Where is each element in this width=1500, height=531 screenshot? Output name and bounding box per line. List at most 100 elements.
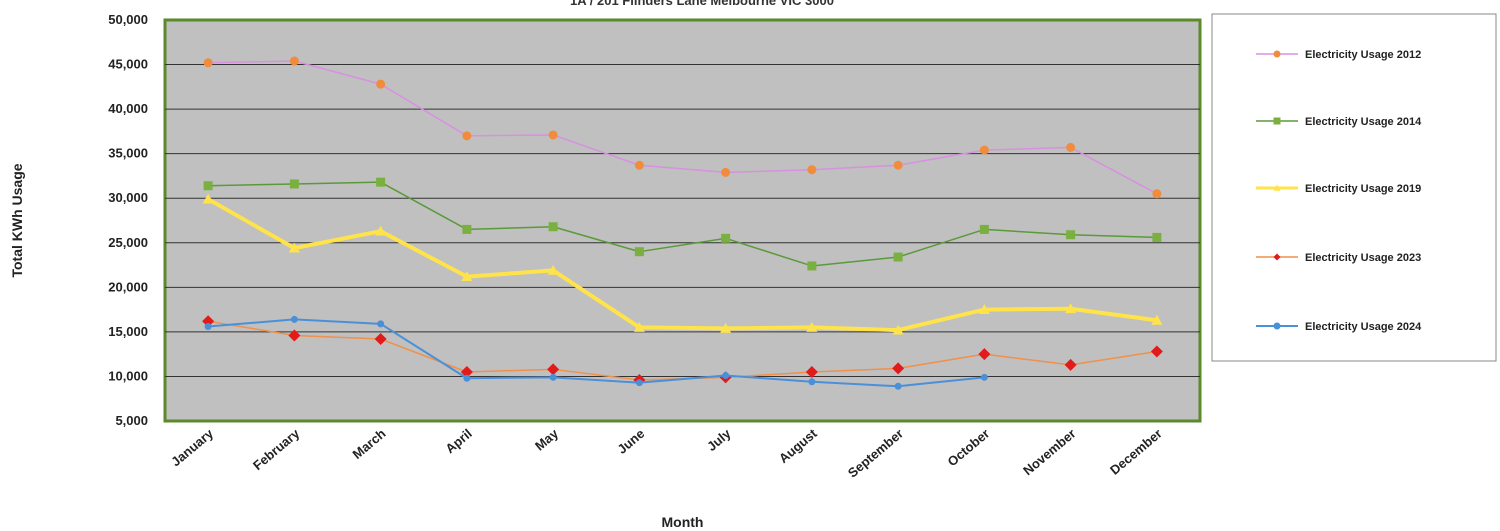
x-tick-label: September (845, 426, 906, 481)
legend-marker (1273, 50, 1281, 58)
data-point (290, 315, 298, 323)
x-tick-label: November (1020, 426, 1078, 478)
series-line (208, 318, 985, 388)
series-0 (203, 56, 1162, 199)
data-point (807, 165, 817, 175)
y-axis-label: Total KWh Usage (9, 163, 25, 277)
x-tick-label: April (442, 426, 474, 457)
legend-label: Electricity Usage 2014 (1305, 116, 1422, 128)
data-point (1066, 142, 1076, 152)
data-point (722, 372, 730, 380)
y-tick-label: 30,000 (108, 190, 148, 205)
data-point (288, 242, 300, 253)
data-point (807, 261, 817, 271)
y-tick-label: 50,000 (108, 12, 148, 27)
data-point (634, 247, 644, 257)
series-line (207, 197, 1158, 333)
data-point (635, 379, 643, 387)
data-point (374, 333, 387, 346)
data-point (375, 225, 387, 236)
y-tick-label: 25,000 (108, 235, 148, 250)
x-tick-label: December (1107, 426, 1165, 478)
data-point (892, 324, 904, 335)
gridlines (165, 64, 1200, 377)
data-point (979, 224, 989, 234)
data-point (1066, 230, 1076, 240)
x-tick-label: June (614, 426, 647, 457)
chart-title: 1A / 201 Flinders Lane Melbourne VIC 300… (570, 0, 834, 8)
legend-marker (1273, 253, 1281, 261)
x-axis-ticks: January February March April May June July Augu… (168, 425, 1165, 480)
series-line (208, 60, 1158, 195)
data-point (462, 224, 472, 234)
data-point (462, 131, 472, 141)
data-point (548, 130, 558, 140)
legend-marker (1273, 184, 1281, 191)
legend-entry: Electricity Usage 2024 (1256, 321, 1422, 333)
data-point (721, 167, 731, 177)
legend-marker (1273, 117, 1281, 125)
data-point (288, 329, 301, 342)
x-tick-label: October (944, 426, 992, 470)
data-point (377, 320, 385, 328)
y-tick-label: 35,000 (108, 146, 148, 161)
x-tick-label: January (168, 425, 216, 469)
data-point (289, 179, 299, 189)
data-point (460, 365, 473, 378)
data-point (1064, 358, 1077, 371)
legend-marker (1273, 322, 1281, 330)
data-point (547, 363, 560, 376)
series-line (208, 181, 1157, 267)
series-group (202, 56, 1163, 390)
data-point (893, 252, 903, 262)
legend-entry: Electricity Usage 2019 (1256, 183, 1421, 195)
plot-area (163, 18, 1202, 423)
data-point (202, 315, 215, 328)
data-point (980, 373, 988, 381)
y-tick-label: 10,000 (108, 368, 148, 383)
x-tick-label: March (350, 426, 389, 462)
data-point (202, 193, 214, 204)
data-point (1152, 189, 1162, 199)
y-axis-ticks: 5,000 10,000 15,000 20,000 25,000 30,000 35,00… (108, 12, 148, 428)
data-point (549, 373, 557, 381)
data-point (634, 160, 644, 170)
x-tick-label: February (250, 425, 303, 473)
x-tick-label: July (704, 425, 734, 454)
data-point (808, 378, 816, 386)
data-point (721, 233, 731, 243)
data-point (1065, 303, 1077, 314)
data-point (376, 79, 386, 89)
legend-label: Electricity Usage 2019 (1305, 183, 1421, 195)
legend-items: Electricity Usage 2012 Electricity Usage … (1256, 49, 1422, 333)
data-point (204, 323, 212, 331)
data-point (289, 56, 299, 66)
data-point (376, 177, 386, 187)
data-point (463, 374, 471, 382)
data-point (1151, 314, 1163, 325)
data-point (203, 181, 213, 191)
data-point (461, 271, 473, 282)
data-point (892, 362, 905, 375)
data-point (1150, 345, 1163, 358)
data-point (720, 322, 732, 333)
legend-label: Electricity Usage 2024 (1305, 321, 1422, 333)
y-tick-label: 5,000 (115, 413, 148, 428)
data-point (893, 160, 903, 170)
series-1 (203, 177, 1162, 271)
data-point (978, 304, 990, 315)
data-point (203, 58, 213, 68)
legend-entry: Electricity Usage 2012 (1256, 49, 1421, 61)
data-point (548, 222, 558, 232)
data-point (806, 321, 818, 332)
data-point (633, 321, 645, 332)
series-4 (204, 315, 988, 390)
data-point (547, 264, 559, 275)
y-tick-label: 45,000 (108, 57, 148, 72)
legend-label: Electricity Usage 2012 (1305, 49, 1421, 61)
data-point (805, 365, 818, 378)
data-point (894, 382, 902, 390)
x-axis-label: Month (662, 514, 704, 530)
data-point (979, 145, 989, 155)
